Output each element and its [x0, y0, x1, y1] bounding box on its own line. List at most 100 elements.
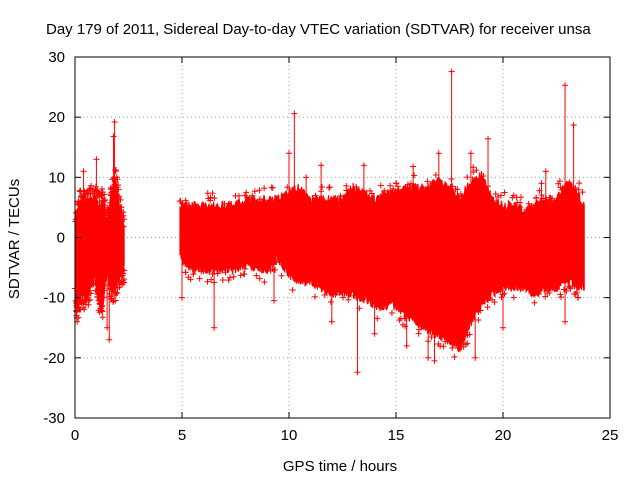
data-point	[114, 176, 121, 183]
data-point	[117, 204, 124, 211]
data-point	[91, 272, 98, 279]
y-tick-label: 30	[48, 49, 65, 66]
y-tick-label: -10	[43, 290, 65, 307]
outlier-point	[403, 342, 410, 349]
data-point	[484, 304, 491, 311]
data-point	[214, 270, 221, 277]
data-point	[204, 190, 211, 197]
data-point	[397, 315, 404, 322]
outlier-point	[485, 135, 492, 142]
data-point	[555, 180, 562, 187]
data-point	[261, 278, 268, 285]
data-point	[267, 197, 274, 204]
data-point	[510, 294, 517, 301]
data-point	[104, 207, 111, 214]
data-point	[525, 200, 532, 207]
data-point	[573, 289, 580, 296]
data-point	[563, 287, 570, 294]
data-point	[464, 174, 471, 181]
outlier-point	[271, 297, 278, 304]
data-point	[531, 299, 538, 306]
data-point	[88, 182, 95, 189]
data-point	[473, 167, 480, 174]
data-point	[241, 271, 248, 278]
data-point	[99, 314, 106, 321]
data-point	[416, 326, 423, 333]
data-point	[327, 298, 334, 305]
data-point	[326, 289, 333, 296]
data-point	[88, 281, 95, 288]
outlier-point	[286, 150, 292, 157]
data-point	[387, 182, 394, 189]
data-point	[269, 184, 276, 191]
data-point	[182, 197, 189, 204]
data-point	[546, 285, 553, 292]
data-point	[76, 306, 83, 313]
data-point	[293, 277, 300, 284]
data-point	[301, 190, 308, 197]
data-point	[222, 269, 229, 276]
data-point	[247, 196, 254, 203]
data-point	[418, 323, 425, 330]
data-point	[85, 292, 92, 299]
data-point	[498, 192, 505, 199]
data-point	[411, 172, 418, 179]
outlier-point	[562, 318, 569, 325]
data-point	[336, 196, 343, 203]
outlier-point	[467, 150, 474, 157]
data-point	[265, 266, 272, 273]
data-point	[326, 184, 333, 191]
data-point	[432, 329, 439, 336]
outlier-point	[570, 121, 577, 128]
outlier-point	[431, 357, 438, 364]
data-point	[505, 284, 512, 291]
x-tick-label: 25	[602, 427, 619, 444]
outlier-point	[211, 324, 218, 331]
data-point	[452, 186, 459, 193]
data-point	[401, 186, 408, 193]
outlier-point	[510, 192, 517, 199]
data-point	[406, 185, 413, 192]
data-point	[187, 276, 194, 283]
data-point	[110, 297, 117, 304]
outlier-point	[574, 294, 581, 301]
data-point	[109, 185, 116, 192]
y-tick-label: -30	[43, 410, 65, 427]
data-point	[314, 283, 321, 290]
data-point	[321, 291, 328, 298]
data-point	[72, 209, 79, 216]
data-point	[190, 271, 197, 278]
outlier-point	[111, 118, 118, 125]
outlier-point	[291, 110, 298, 117]
data-point	[508, 285, 515, 292]
outlier-point	[328, 318, 335, 325]
data-point	[101, 294, 108, 301]
data-point	[230, 273, 237, 280]
data-point	[332, 291, 339, 298]
data-point	[341, 193, 348, 200]
outlier-point	[110, 133, 117, 140]
data-point	[237, 272, 244, 279]
data-point	[105, 282, 112, 289]
data-point	[77, 188, 84, 195]
data-point	[289, 287, 296, 294]
data-point	[535, 291, 542, 298]
data-point	[353, 294, 360, 301]
data-point	[337, 192, 344, 199]
data-point	[350, 292, 357, 299]
data-point	[475, 316, 482, 323]
x-tick-label: 5	[178, 427, 186, 444]
data-point	[101, 204, 108, 211]
data-point	[428, 334, 435, 341]
outlier-point	[393, 180, 399, 187]
data-point	[241, 265, 248, 272]
data-point	[249, 192, 256, 199]
data-point	[477, 307, 484, 314]
data-point	[549, 195, 556, 202]
data-point	[367, 187, 374, 194]
data-point	[85, 191, 92, 198]
data-point	[77, 298, 84, 305]
data-point	[326, 184, 333, 191]
data-point	[424, 186, 431, 193]
